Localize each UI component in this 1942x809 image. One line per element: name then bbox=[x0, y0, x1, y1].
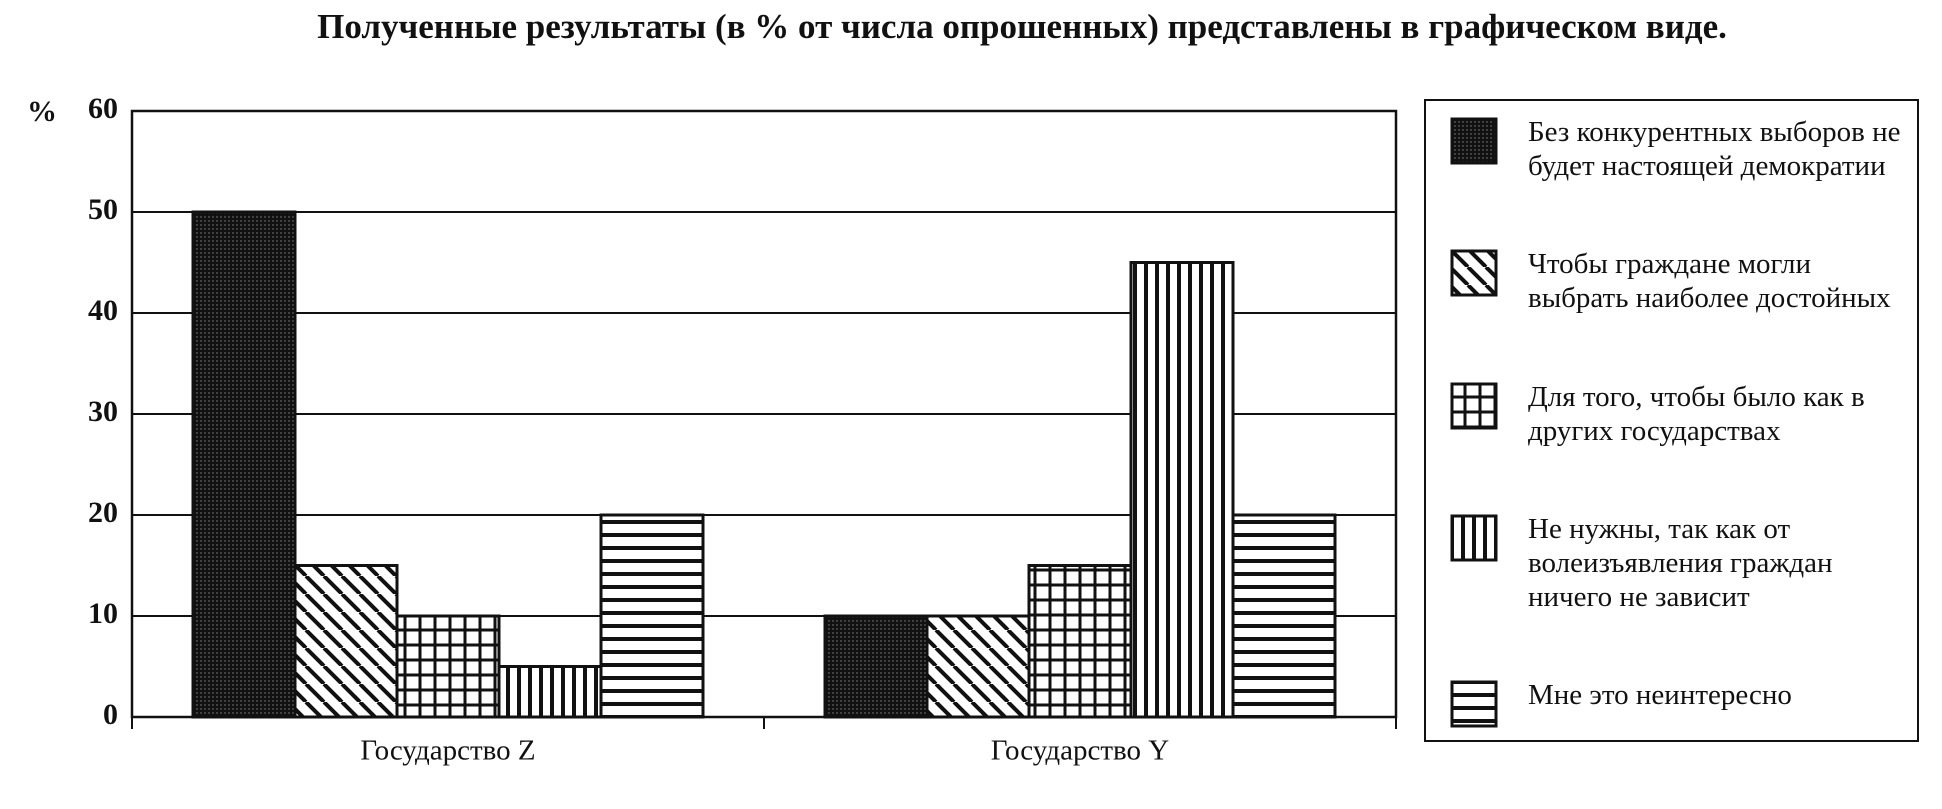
bar bbox=[599, 513, 705, 719]
legend-item: Не нужны, так как от волеизъявления граж… bbox=[1450, 512, 1905, 614]
y-tick-label: 50 bbox=[88, 193, 118, 226]
y-tick-label: 20 bbox=[88, 496, 118, 529]
y-tick-label: 30 bbox=[88, 395, 118, 428]
bar bbox=[395, 614, 501, 719]
legend-swatch bbox=[1450, 117, 1498, 165]
legend-item: Чтобы граждане могли выбрать наиболее до… bbox=[1450, 247, 1905, 315]
bar bbox=[497, 665, 603, 719]
y-tick-label: 10 bbox=[88, 597, 118, 630]
y-tick-label: 40 bbox=[88, 294, 118, 327]
bar bbox=[1027, 564, 1133, 719]
legend-label: Чтобы граждане могли выбрать наиболее до… bbox=[1528, 248, 1891, 315]
bar bbox=[925, 614, 1031, 719]
legend-label: Мне это неинтересно bbox=[1528, 679, 1792, 711]
legend-swatch bbox=[1450, 680, 1498, 728]
y-tick-label: 60 bbox=[88, 92, 118, 125]
legend-swatch bbox=[1450, 382, 1498, 429]
legend-swatch bbox=[1450, 514, 1498, 562]
x-tick-label: Государство Z bbox=[360, 735, 535, 767]
bar bbox=[293, 564, 399, 719]
chart-title: Полученные результаты (в % от числа опро… bbox=[317, 7, 1727, 46]
legend-label: Для того, чтобы было как в других госуда… bbox=[1528, 380, 1865, 447]
bar bbox=[1129, 261, 1235, 719]
y-axis-label: % bbox=[27, 95, 57, 128]
bar bbox=[191, 210, 297, 719]
x-tick-label: Государство Y bbox=[991, 735, 1170, 767]
legend-item: Без конкурентных выборов не будет настоя… bbox=[1450, 115, 1905, 183]
y-tick-label: 0 bbox=[103, 698, 118, 731]
legend-label: Не нужны, так как от волеизъявления граж… bbox=[1528, 512, 1833, 613]
legend-swatch bbox=[1450, 249, 1498, 297]
legend-item: Для того, чтобы было как в других госуда… bbox=[1450, 380, 1905, 448]
legend: Без конкурентных выборов не будет настоя… bbox=[1424, 99, 1919, 742]
bar bbox=[823, 614, 929, 719]
bar bbox=[1231, 513, 1337, 719]
legend-item: Мне это неинтересно bbox=[1450, 678, 1905, 728]
legend-label: Без конкурентных выборов не будет настоя… bbox=[1528, 116, 1901, 182]
